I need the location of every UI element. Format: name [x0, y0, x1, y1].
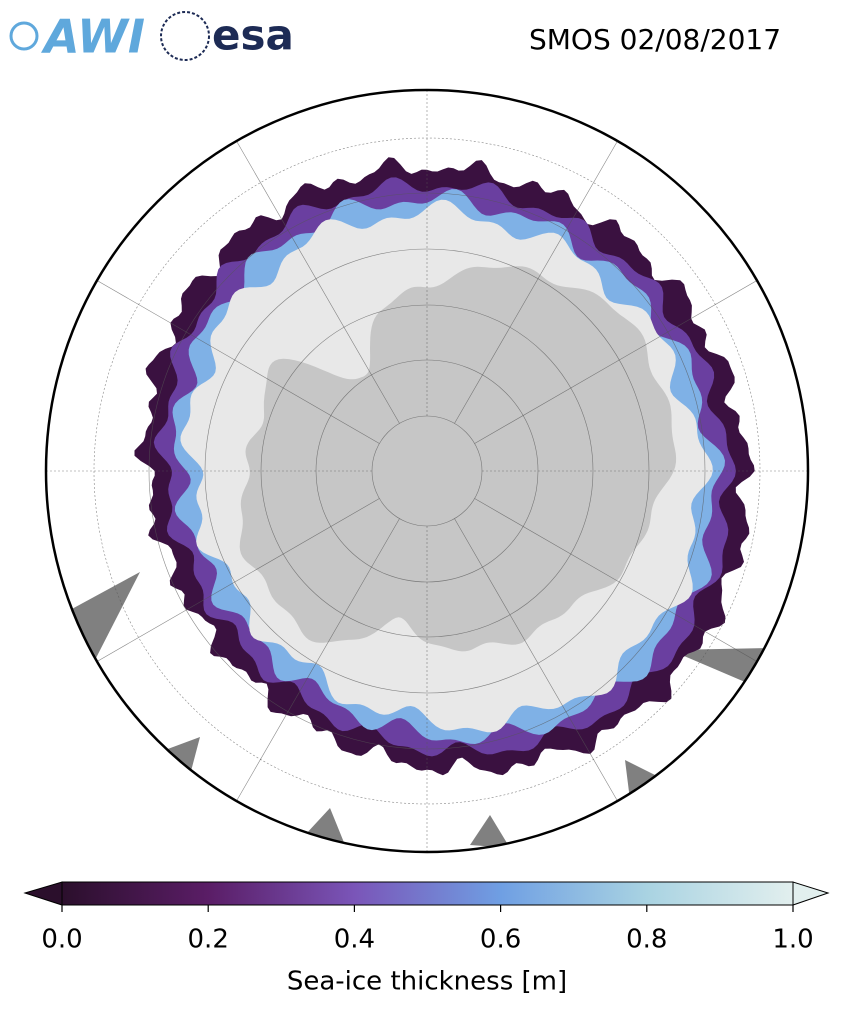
no-data [165, 737, 200, 775]
map [46, 90, 808, 852]
awi-logo: AWI [9, 10, 145, 64]
awi-text: AWI [41, 10, 145, 64]
esa-logo: esa [160, 11, 294, 61]
colorbar-tick-label: 0.4 [334, 925, 375, 955]
graticule-meridian [231, 133, 400, 424]
graticule-meridian [89, 498, 380, 667]
antarctica [239, 266, 677, 652]
colorbar-extend-high [792, 881, 830, 906]
graticule-meridian [89, 275, 380, 444]
no-data [470, 815, 510, 848]
graticule-meridian [474, 275, 765, 444]
colorbar-tick-label: 0.8 [626, 925, 667, 955]
awi-globe [9, 21, 39, 51]
map-frame [44, 88, 810, 854]
graticule-meridian [474, 498, 765, 667]
graticule-meridian [454, 518, 623, 809]
title: SMOS 02/08/2017 [529, 23, 781, 56]
colorbar-tick-label: 0.0 [41, 925, 82, 955]
esa-globe [160, 11, 210, 61]
colorbar-tick-label: 1.0 [772, 925, 813, 955]
colorbar-tick-label: 0.2 [188, 925, 229, 955]
graticule-meridian [454, 133, 623, 424]
colorbar-label: Sea-ice thickness [m] [287, 967, 567, 997]
colorbar [23, 881, 830, 906]
no-data [625, 760, 655, 800]
graticule-circle [204, 248, 650, 694]
colorbar-tick-label: 0.6 [480, 925, 521, 955]
graticule-meridian [231, 518, 400, 809]
graticule-circle [148, 192, 706, 750]
graticule-circle [260, 304, 594, 638]
colorbar-bar [61, 881, 794, 906]
no-data [670, 648, 770, 682]
colorbar-extend-low [23, 881, 63, 906]
no-data [70, 572, 140, 660]
esa-text: esa [212, 11, 294, 60]
